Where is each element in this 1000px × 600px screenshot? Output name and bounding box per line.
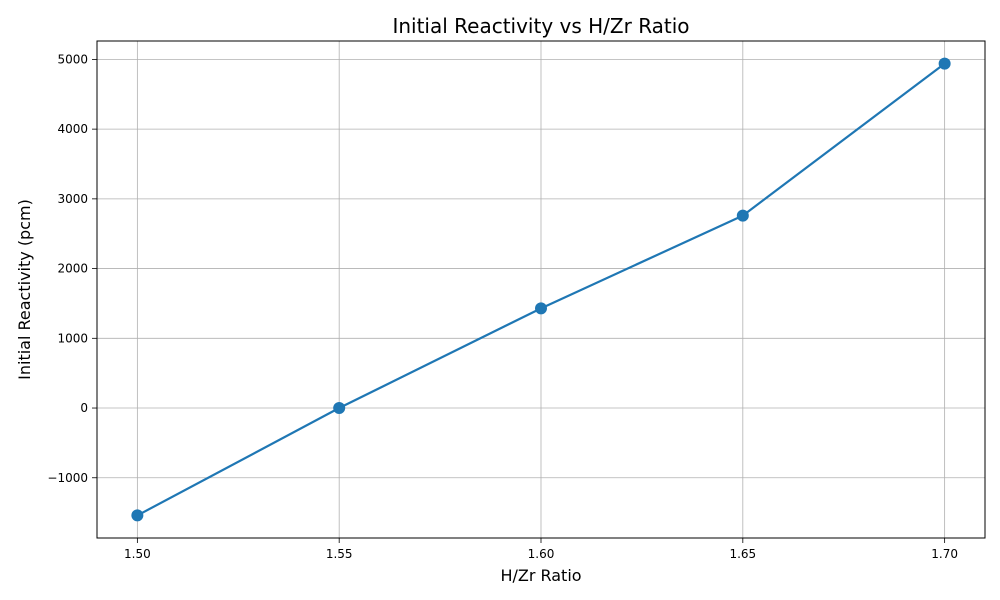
y-tick-label: 3000: [57, 192, 88, 206]
x-tick-label: 1.60: [528, 547, 555, 561]
x-tick-label: 1.50: [124, 547, 151, 561]
data-point: [938, 57, 951, 70]
data-point: [535, 302, 547, 315]
grid-lines: [97, 41, 985, 538]
data-point: [736, 209, 749, 222]
x-tick-label: 1.70: [931, 547, 958, 561]
chart-title: Initial Reactivity vs H/Zr Ratio: [392, 14, 689, 38]
y-tick-label: 0: [80, 401, 88, 415]
x-tick-label: 1.55: [326, 547, 353, 561]
y-tick-label: 2000: [57, 262, 88, 276]
series-line-group: [131, 57, 951, 522]
y-tick-label: 4000: [57, 122, 88, 136]
y-axis-ticks: −1000 0 1000 2000 3000 4000 5000: [47, 52, 97, 485]
x-axis-ticks: 1.50 1.55 1.60 1.65 1.70: [124, 538, 958, 561]
data-point: [333, 402, 346, 415]
x-tick-label: 1.65: [729, 547, 756, 561]
y-tick-label: 1000: [57, 331, 88, 345]
x-axis-label: H/Zr Ratio: [500, 566, 581, 585]
y-axis-label: Initial Reactivity (pcm): [15, 199, 34, 380]
y-tick-label: 5000: [57, 52, 88, 66]
data-point: [131, 509, 144, 522]
y-tick-label: −1000: [47, 471, 88, 485]
